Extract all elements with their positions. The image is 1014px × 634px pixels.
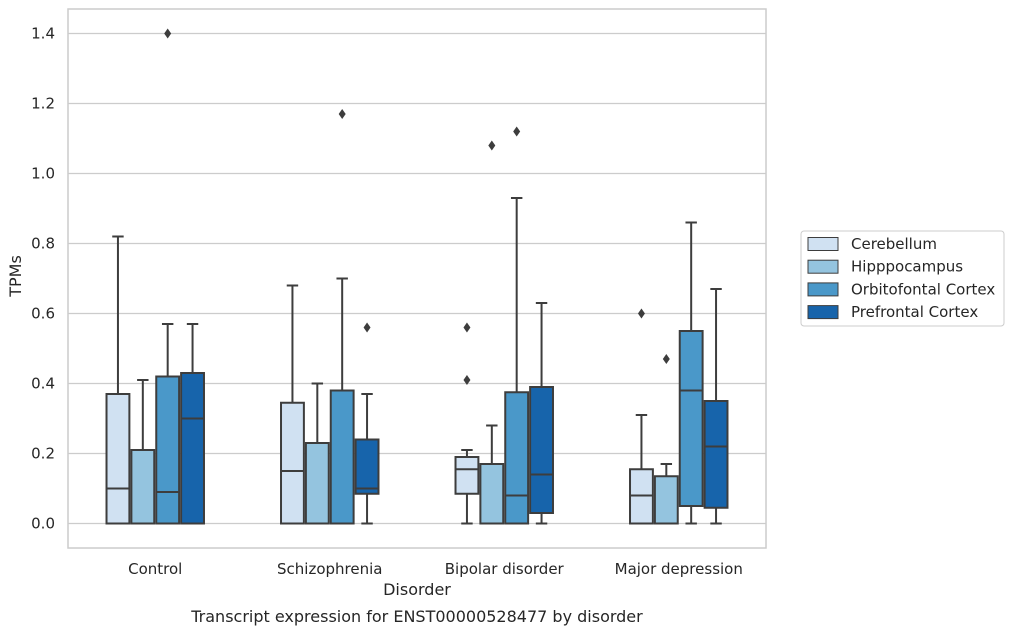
box [479,463,505,525]
outlier-point [463,375,471,385]
legend: Cerebellum Hipppocampus Orbitofontal Corte… [800,230,1005,327]
x-tick-label: Control [128,560,182,578]
outlier-point [488,140,496,151]
outlier-point [338,109,346,119]
box [354,438,380,495]
x-tick-label: Major depression [615,560,743,578]
y-tick-label: 0.2 [31,445,55,463]
box [454,456,480,495]
y-tick-label: 1.0 [31,165,55,183]
y-tick-labels: 0.0 0.2 0.4 0.6 0.8 1.0 1.2 1.4 [31,25,55,533]
box [180,372,205,525]
x-tick-labels: Control Schizophrenia Bipolar disorder Majo… [128,560,743,578]
legend-swatch [807,237,839,251]
outlier-point [463,322,471,333]
figure-caption: Transcript expression for ENST0000052847… [190,607,643,626]
box [105,393,131,525]
y-tick-label: 1.2 [31,95,55,113]
y-tick-label: 0.6 [31,305,55,323]
legend-entry-label: Prefrontal Cortex [851,303,978,321]
outlier-point [164,28,172,39]
box-group-bipolar-disorder [454,126,554,525]
legend-entry-label: Hipppocampus [851,258,963,276]
plot-frame [67,8,767,549]
y-axis-label: TPMs [6,255,25,298]
legend-swatch [807,305,839,320]
box [678,330,704,507]
x-tick-label: Bipolar disorder [445,560,565,578]
legend-swatch [807,282,839,297]
legend-entry-label: Cerebellum [851,235,937,253]
box [329,389,355,525]
box-group-major-depression [629,221,729,525]
outlier-point [513,126,521,137]
outlier-point [637,308,645,319]
box-group-schizophrenia [280,109,380,525]
outlier-point [662,354,670,364]
box [703,400,729,509]
legend-entry-label: Orbitofontal Cortex [851,280,995,298]
box [280,401,305,525]
y-tick-label: 0.0 [31,515,55,533]
box [130,449,156,525]
box-groups [105,28,729,525]
y-tick-label: 1.4 [31,25,55,43]
box [504,391,530,525]
box-group-control [105,28,205,525]
y-tick-label: 0.4 [31,375,55,393]
legend-frame [800,230,1005,327]
box [155,375,181,525]
box [529,386,554,514]
x-tick-label: Schizophrenia [277,560,382,578]
box [304,442,330,525]
outlier-point [363,322,371,333]
y-tick-label: 0.8 [31,235,55,253]
legend-swatch [807,259,839,274]
x-axis-label: Disorder [383,580,451,599]
box [653,475,679,525]
